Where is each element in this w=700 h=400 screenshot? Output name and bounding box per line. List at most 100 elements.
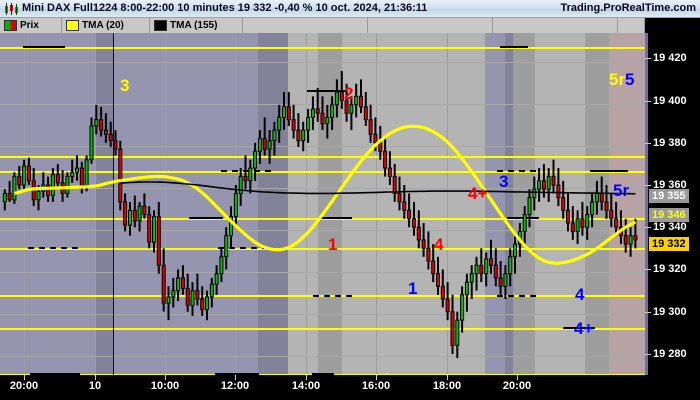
level-marker bbox=[23, 46, 65, 48]
time-tick-label: 20:00 bbox=[502, 380, 532, 392]
chart-annotation[interactable]: 4 bbox=[381, 371, 390, 375]
price-tick bbox=[645, 58, 651, 60]
legend-slot-empty-1[interactable] bbox=[243, 18, 368, 33]
price-tick bbox=[645, 227, 651, 229]
level-marker bbox=[500, 46, 528, 48]
level-marker bbox=[215, 373, 259, 375]
time-tick bbox=[447, 375, 448, 380]
session-shade bbox=[485, 33, 513, 375]
legend-item-tma155[interactable]: TMA (155) bbox=[150, 18, 243, 33]
price-highlight-box[interactable]: 19 332 bbox=[649, 237, 689, 252]
level-marker bbox=[30, 373, 80, 375]
chart-annotation[interactable]: 5r bbox=[613, 181, 630, 200]
legend-axis-corner bbox=[645, 18, 700, 33]
legend-label: Prix bbox=[20, 20, 39, 31]
time-tick-label: 10:00 bbox=[150, 380, 180, 392]
price-highlight-box[interactable]: 19 355 bbox=[649, 188, 689, 203]
time-tick bbox=[24, 375, 25, 380]
price-axis[interactable]: 19 420 19 400 19 380 19 360 19 340 19 320 19 3… bbox=[645, 33, 700, 375]
level-marker bbox=[307, 90, 347, 92]
level-marker bbox=[590, 170, 628, 172]
vertical-band bbox=[258, 33, 288, 375]
legend-item-prix[interactable]: Prix bbox=[0, 18, 62, 33]
price-level-line bbox=[0, 47, 645, 49]
price-series bbox=[2, 71, 638, 359]
price-tick-label: 19 320 bbox=[653, 263, 687, 276]
level-marker-dashed bbox=[218, 247, 266, 249]
price-tick-label: 19 340 bbox=[653, 221, 687, 234]
price-swatch-icon bbox=[4, 20, 17, 31]
time-tick bbox=[376, 375, 377, 380]
price-tick bbox=[645, 100, 651, 102]
time-tick-label: 14:00 bbox=[291, 380, 321, 392]
chart-annotation[interactable]: 3 bbox=[120, 76, 130, 95]
tma155-swatch-icon bbox=[154, 20, 167, 31]
legend-slot-empty-3[interactable] bbox=[493, 18, 618, 33]
chart-annotation[interactable]: 1 bbox=[408, 279, 418, 298]
chart-annotation[interactable]: 1 bbox=[328, 235, 338, 254]
level-marker bbox=[189, 217, 223, 219]
time-tick-label: 12:00 bbox=[220, 380, 250, 392]
chart-annotation[interactable]: 4 bbox=[434, 235, 444, 254]
price-highlight-box[interactable]: 19 346 bbox=[649, 207, 689, 222]
price-tick-label: 19 360 bbox=[653, 179, 687, 191]
price-tick bbox=[645, 353, 651, 355]
legend-bar: Prix TMA (20) TMA (155) bbox=[0, 18, 700, 33]
current-band bbox=[609, 33, 645, 375]
time-tick bbox=[95, 375, 96, 380]
candlestick-icon bbox=[5, 3, 18, 15]
legend-label: TMA (20) bbox=[82, 20, 124, 31]
session-shade bbox=[113, 33, 228, 375]
price-tick bbox=[645, 269, 651, 271]
brand-label: Trading.ProRealTime.com bbox=[560, 2, 696, 14]
level-marker bbox=[563, 327, 595, 329]
time-tick-label: 10 bbox=[88, 380, 102, 392]
time-tick bbox=[165, 375, 166, 380]
price-level-line bbox=[0, 171, 645, 173]
time-tick bbox=[235, 375, 236, 380]
price-axis-edge bbox=[645, 33, 648, 375]
level-marker bbox=[312, 373, 334, 375]
session-shade bbox=[228, 33, 288, 375]
legend-slot-empty-2[interactable] bbox=[368, 18, 493, 33]
price-tick-label: 19 280 bbox=[653, 347, 687, 360]
level-marker bbox=[318, 217, 352, 219]
chart-annotation[interactable]: 4+ bbox=[468, 184, 488, 203]
chart-annotation[interactable]: 5 bbox=[625, 70, 635, 89]
window-title: Mini DAX Full1224 8:00-22:00 10 minutes … bbox=[22, 2, 428, 14]
legend-item-tma20[interactable]: TMA (20) bbox=[62, 18, 150, 33]
price-tick-label: 19 380 bbox=[653, 136, 687, 149]
price-tick-label: 19 400 bbox=[653, 94, 687, 107]
title-bar: Mini DAX Full1224 8:00-22:00 10 minutes … bbox=[0, 0, 700, 18]
time-tick bbox=[306, 375, 307, 380]
chart-annotation[interactable]: 4+ bbox=[574, 319, 594, 338]
price-tick-label: 19 420 bbox=[653, 52, 687, 65]
price-tick bbox=[645, 142, 651, 144]
price-tick-label: 19 300 bbox=[653, 305, 687, 318]
level-marker-dashed bbox=[28, 247, 78, 249]
price-level-line bbox=[0, 328, 645, 330]
chart-annotation[interactable]: 4 bbox=[575, 285, 585, 304]
price-tick bbox=[645, 185, 651, 186]
time-tick bbox=[517, 375, 518, 380]
legend-slot-empty-4[interactable] bbox=[618, 18, 645, 33]
time-tick-label: 18:00 bbox=[432, 380, 462, 392]
chart-annotation[interactable]: 2 bbox=[344, 84, 354, 103]
time-tick-label: 20:00 bbox=[9, 380, 39, 392]
vertical-band bbox=[95, 33, 113, 375]
legend-label: TMA (155) bbox=[170, 20, 218, 31]
time-axis[interactable]: 20:00 10 10:00 12:00 14:00 16:00 18:00 20:00 bbox=[0, 375, 700, 400]
price-tick bbox=[645, 311, 651, 313]
level-marker-dashed bbox=[497, 295, 539, 297]
tma20-swatch-icon bbox=[66, 20, 79, 31]
level-marker-dashed bbox=[221, 170, 275, 172]
price-level-line bbox=[0, 156, 645, 158]
chart-annotation[interactable]: 5r bbox=[609, 70, 626, 89]
time-tick-label: 16:00 bbox=[361, 380, 391, 392]
level-marker-dashed bbox=[313, 295, 353, 297]
session-separator bbox=[113, 33, 114, 375]
price-level-line bbox=[0, 248, 645, 250]
level-marker-dashed bbox=[497, 170, 537, 172]
chart-annotation[interactable]: 3 bbox=[499, 172, 509, 191]
